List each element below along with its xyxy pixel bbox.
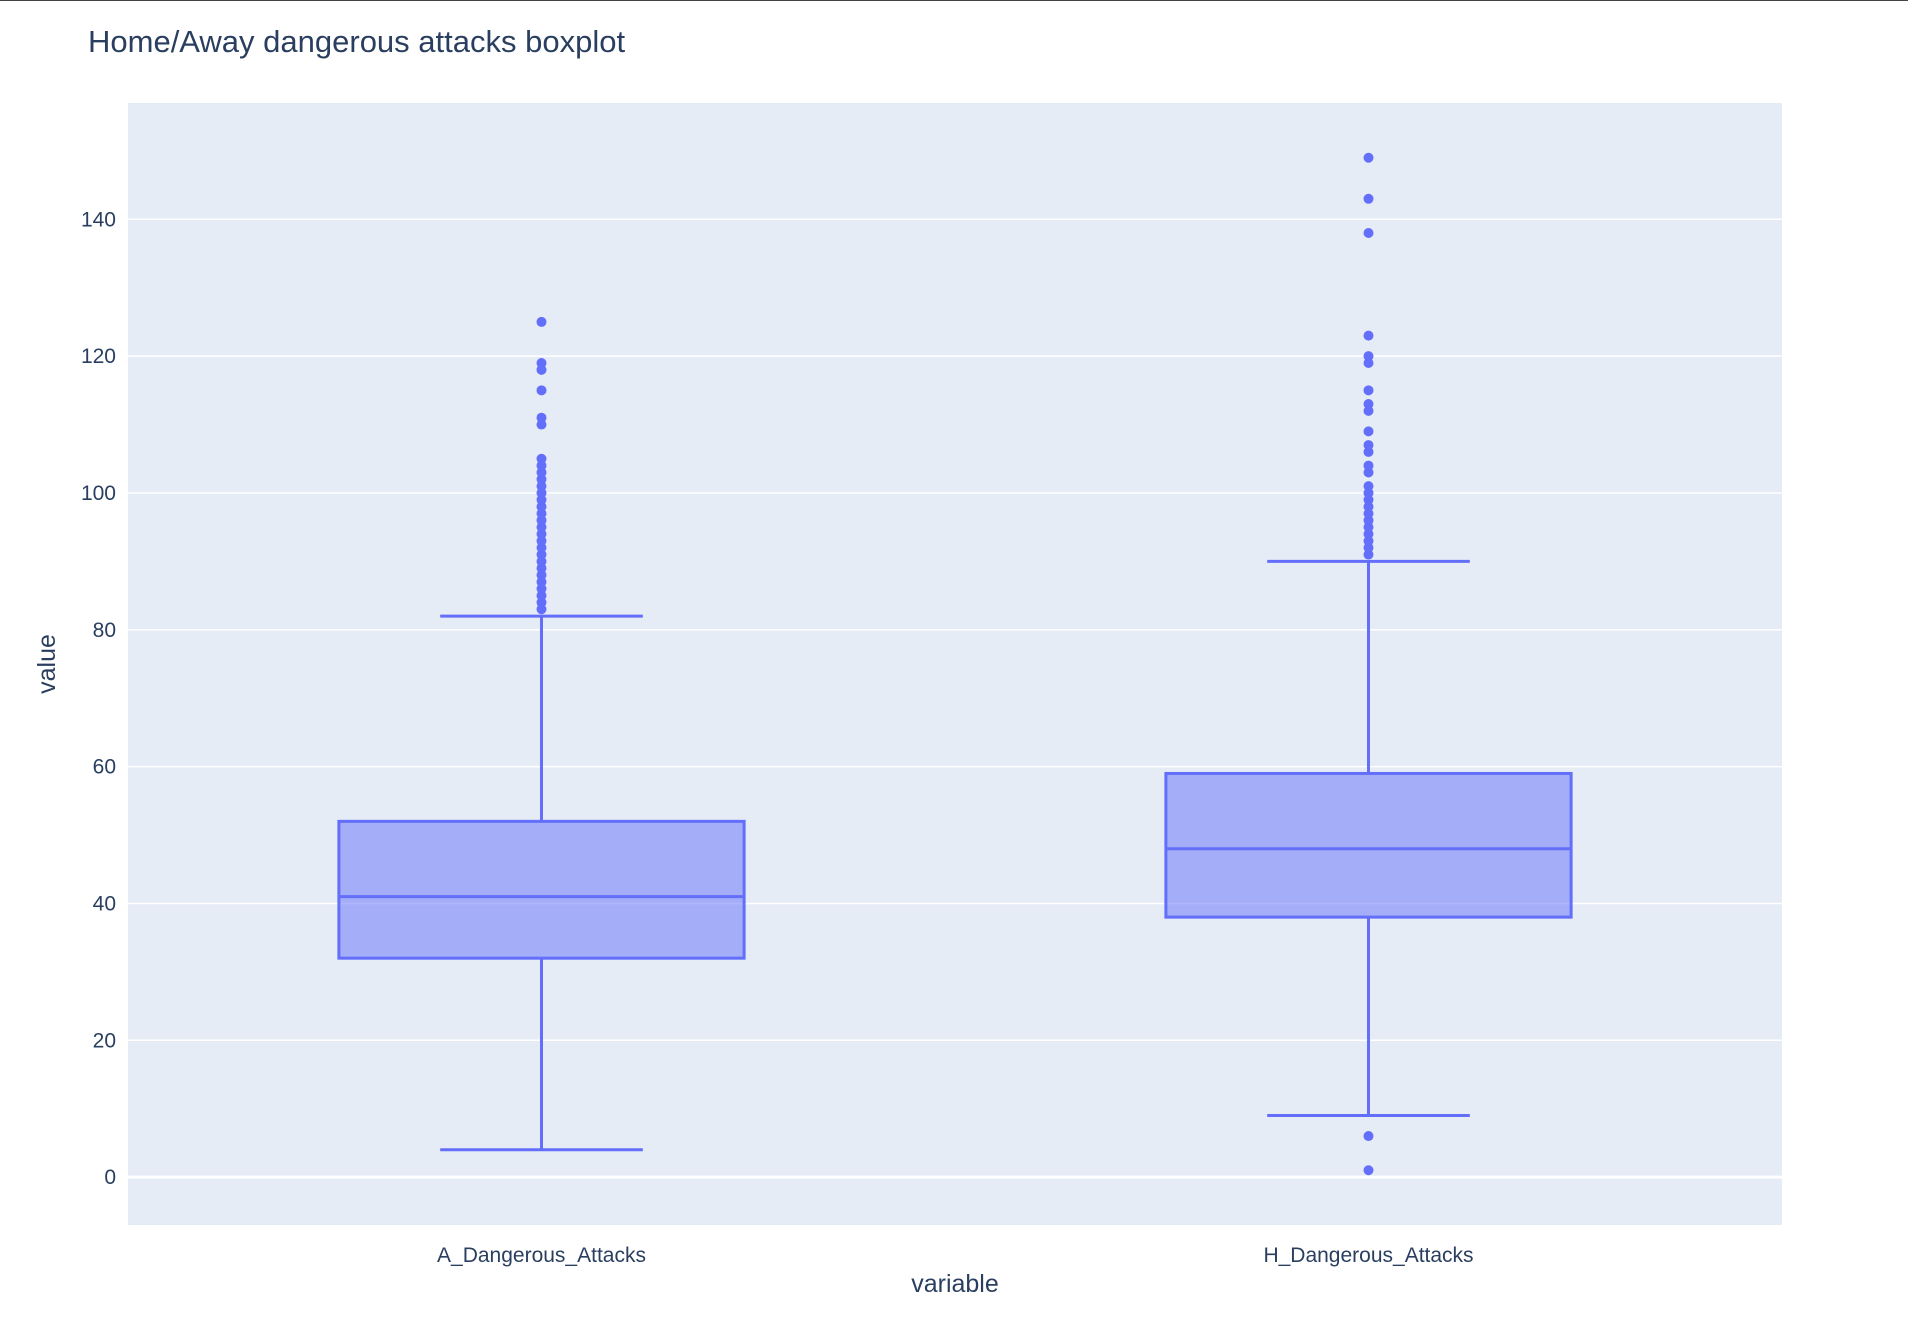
outlier-point	[536, 604, 547, 615]
outlier-point	[1363, 405, 1374, 416]
x-tick-labels: A_Dangerous_Attacks H_Dangerous_Attacks	[437, 1244, 1474, 1267]
outlier-point	[1363, 529, 1374, 540]
outlier-point	[536, 467, 547, 478]
outlier-point	[1363, 515, 1374, 526]
outlier-point	[1363, 501, 1374, 512]
outlier-point	[1363, 227, 1374, 238]
plot-area	[128, 103, 1782, 1225]
outlier-point	[1363, 494, 1374, 505]
outlier-point	[536, 453, 547, 464]
outlier-point	[536, 515, 547, 526]
y-tick-label: 120	[81, 345, 116, 368]
outlier-point	[536, 549, 547, 560]
iqr-box	[1164, 771, 1573, 919]
outlier-point	[536, 412, 547, 423]
outlier-point	[1363, 1165, 1374, 1176]
outlier-point	[1363, 152, 1374, 163]
outlier-point	[1363, 460, 1374, 471]
outlier-point	[1363, 385, 1374, 396]
outlier-point	[536, 316, 547, 327]
outlier-point	[536, 576, 547, 587]
outlier-point	[536, 357, 547, 368]
outlier-point	[1363, 508, 1374, 519]
outlier-point	[1363, 330, 1374, 341]
outlier-point	[536, 364, 547, 375]
y-tick-label: 0	[104, 1166, 116, 1189]
outlier-point	[1363, 467, 1374, 478]
y-tick-label: 140	[81, 208, 116, 231]
outlier-point	[536, 474, 547, 485]
outlier-point	[536, 481, 547, 492]
outlier-point	[536, 597, 547, 608]
chart-title: Home/Away dangerous attacks boxplot	[88, 24, 625, 59]
outlier-point	[536, 460, 547, 471]
outlier-point	[536, 542, 547, 553]
outlier-point	[1363, 481, 1374, 492]
x-tick-label: H_Dangerous_Attacks	[1263, 1244, 1473, 1267]
outlier-point	[536, 556, 547, 567]
outlier-point	[536, 529, 547, 540]
outlier-point	[1363, 446, 1374, 457]
outlier-point	[1363, 542, 1374, 553]
outlier-point	[1363, 193, 1374, 204]
box-A_Dangerous_Attacks	[337, 316, 746, 1152]
outlier-point	[1363, 1131, 1374, 1142]
outlier-point	[1363, 440, 1374, 451]
outlier-point	[1363, 535, 1374, 546]
y-tick-label: 100	[81, 482, 116, 505]
outlier-point	[1363, 522, 1374, 533]
outlier-point	[536, 583, 547, 594]
x-tick-label: A_Dangerous_Attacks	[437, 1244, 646, 1267]
outlier-point	[1363, 351, 1374, 362]
box-H_Dangerous_Attacks	[1164, 152, 1573, 1176]
outlier-point	[1363, 549, 1374, 560]
iqr-box	[337, 819, 746, 960]
outlier-point	[536, 563, 547, 574]
y-tick-label: 60	[93, 756, 116, 779]
x-axis-title: variable	[911, 1270, 999, 1298]
y-tick-label: 40	[93, 892, 116, 915]
outlier-point	[536, 494, 547, 505]
outlier-point	[1363, 399, 1374, 410]
outlier-point	[536, 501, 547, 512]
outlier-point	[536, 570, 547, 581]
y-tick-label: 80	[93, 619, 116, 642]
y-axis-title: value	[33, 634, 61, 694]
y-tick-label: 20	[93, 1029, 116, 1052]
window-top-border	[0, 0, 1908, 1]
outlier-point	[1363, 487, 1374, 498]
outlier-point	[536, 385, 547, 396]
outlier-point	[536, 590, 547, 601]
outlier-point	[536, 535, 547, 546]
box-series	[337, 152, 1573, 1176]
outlier-point	[536, 522, 547, 533]
outlier-point	[1363, 357, 1374, 368]
outlier-point	[536, 508, 547, 519]
y-tick-labels: 0 20 40 60 80 100 120 140	[81, 208, 116, 1189]
outlier-point	[536, 419, 547, 430]
outlier-point	[1363, 426, 1374, 437]
outlier-point	[536, 487, 547, 498]
